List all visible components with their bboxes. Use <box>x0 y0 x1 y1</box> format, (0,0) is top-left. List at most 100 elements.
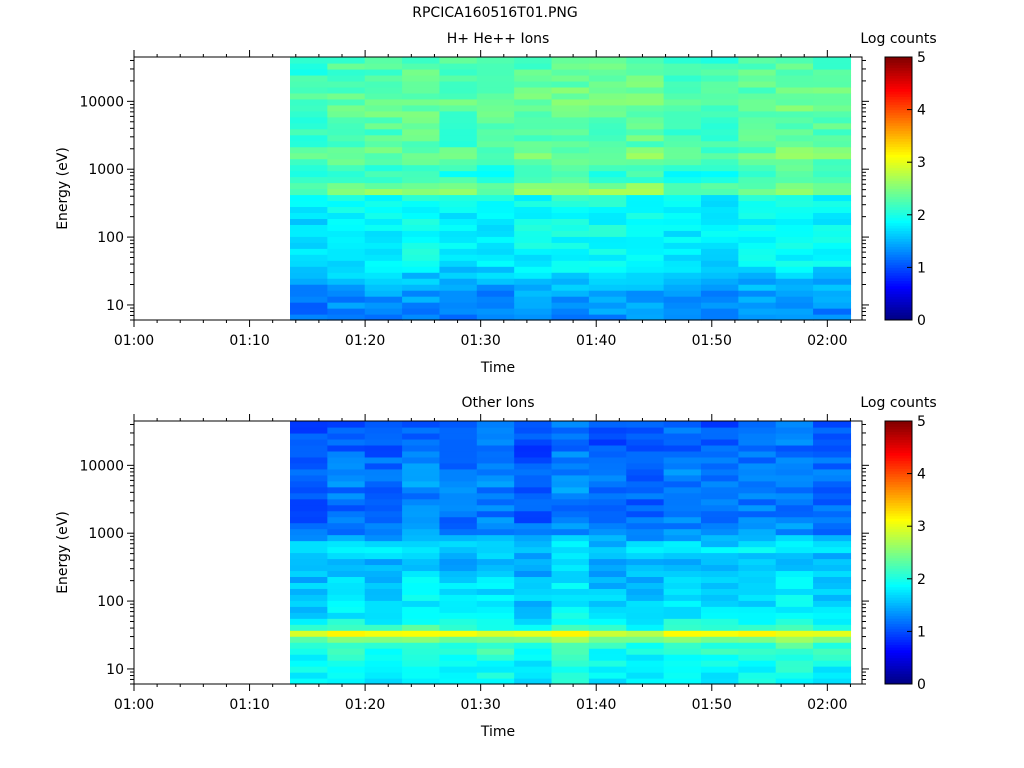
heatmap-cell <box>514 510 553 518</box>
heatmap-cell <box>290 582 328 589</box>
heatmap-cell <box>514 564 553 572</box>
heatmap-cell <box>813 254 852 261</box>
heatmap-cell <box>364 606 403 613</box>
colorbar-step <box>885 264 912 268</box>
heatmap-cell <box>738 188 777 196</box>
colorbar-step <box>885 277 912 282</box>
heatmap-cell <box>290 176 328 184</box>
heatmap-cell <box>551 426 590 434</box>
heatmap-cell <box>663 104 702 112</box>
heatmap-cell <box>290 570 328 578</box>
heatmap-cell <box>327 86 366 94</box>
heatmap-cell <box>813 438 852 446</box>
heatmap-cell <box>626 648 665 655</box>
heatmap-cell <box>327 438 366 446</box>
heatmap-cell <box>551 296 590 303</box>
heatmap-cell <box>588 212 627 219</box>
colorbar-step <box>885 607 912 611</box>
colorbar-step <box>885 555 912 559</box>
heatmap-cell <box>476 612 515 619</box>
heatmap-cell <box>663 564 702 572</box>
heatmap-cell <box>402 266 441 273</box>
heatmap-cell <box>626 224 665 231</box>
heatmap-cell <box>364 486 403 494</box>
x-tick-label: 01:30 <box>460 333 500 349</box>
heatmap-cell <box>439 540 478 548</box>
heatmap-cell <box>364 296 403 303</box>
heatmap-cell <box>700 498 739 506</box>
heatmap-cell <box>476 576 515 583</box>
colorbar-step <box>885 518 912 522</box>
heatmap-cell <box>514 654 553 661</box>
heatmap-cell <box>700 188 739 196</box>
heatmap-cell <box>402 654 441 661</box>
heatmap-cell <box>813 296 852 303</box>
heatmap-cell <box>551 104 590 112</box>
heatmap-cell <box>402 188 441 196</box>
heatmap-cell <box>813 588 852 595</box>
heatmap-cell <box>551 278 590 285</box>
colorbar-step <box>885 531 912 535</box>
heatmap-cell <box>402 170 441 178</box>
heatmap-cell <box>551 128 590 136</box>
heatmap-cell <box>476 546 515 554</box>
heatmap-cell <box>364 230 403 237</box>
heatmap-cell <box>402 558 441 566</box>
colorbar-step <box>885 513 912 517</box>
heatmap-cell <box>514 528 553 536</box>
heatmap-cell <box>402 134 441 142</box>
heatmap-cell <box>588 450 627 458</box>
heatmap-cell <box>738 654 777 661</box>
colorbar-step <box>885 296 912 300</box>
heatmap-cell <box>327 642 366 649</box>
heatmap-cell <box>402 546 441 554</box>
colorbar-step <box>885 270 912 274</box>
heatmap-cell <box>402 492 441 500</box>
heatmap-cell <box>364 540 403 548</box>
heatmap-cells <box>290 421 852 685</box>
colorbar-step <box>885 125 912 129</box>
heatmap-cell <box>290 612 328 619</box>
heatmap-cell <box>439 176 478 184</box>
heatmap-cell <box>439 624 478 631</box>
colorbar-step <box>885 191 912 195</box>
heatmap-cell <box>700 272 739 279</box>
heatmap-cell <box>738 110 777 118</box>
heatmap-cell <box>551 110 590 118</box>
heatmap-cell <box>402 600 441 607</box>
heatmap-cell <box>663 170 702 178</box>
heatmap-cell <box>364 432 403 440</box>
heatmap-cell <box>813 122 852 130</box>
heatmap-cell <box>476 116 515 124</box>
heatmap-cell <box>364 678 403 685</box>
heatmap-cell <box>700 176 739 184</box>
heatmap-cell <box>402 62 441 70</box>
heatmap-cell <box>663 57 702 64</box>
heatmap-cell <box>588 290 627 297</box>
heatmap-cell <box>290 486 328 494</box>
heatmap-cell <box>626 666 665 673</box>
heatmap-cell <box>700 260 739 267</box>
heatmap-cell <box>775 104 814 112</box>
heatmap-cell <box>738 194 777 202</box>
x-tick-label: 01:10 <box>229 333 269 349</box>
heatmap-cell <box>738 62 777 70</box>
heatmap-cell <box>813 74 852 82</box>
heatmap-cell <box>663 504 702 512</box>
heatmap-cell <box>551 474 590 482</box>
heatmap-cell <box>738 308 777 315</box>
heatmap-cell <box>290 80 328 88</box>
heatmap-cell <box>813 170 852 178</box>
colorbar-step <box>885 597 912 601</box>
colorbar-step <box>885 230 912 234</box>
heatmap-cell <box>476 218 515 225</box>
heatmap-cell <box>738 302 777 309</box>
heatmap-cell <box>439 278 478 285</box>
heatmap-cell <box>551 444 590 452</box>
heatmap-cell <box>775 480 814 488</box>
heatmap-cell <box>626 206 665 214</box>
heatmap-cell <box>700 248 739 255</box>
heatmap-cell <box>738 134 777 142</box>
heatmap-cell <box>813 230 852 237</box>
heatmap-cell <box>626 57 665 64</box>
